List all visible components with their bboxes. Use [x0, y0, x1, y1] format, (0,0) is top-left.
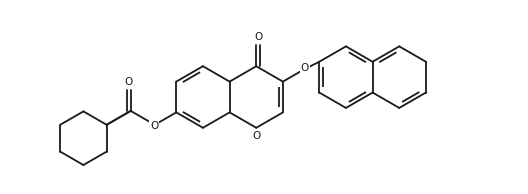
Text: O: O	[301, 63, 309, 73]
Text: O: O	[254, 32, 262, 42]
Text: O: O	[150, 121, 158, 131]
Text: O: O	[252, 131, 260, 141]
Text: O: O	[125, 77, 133, 87]
